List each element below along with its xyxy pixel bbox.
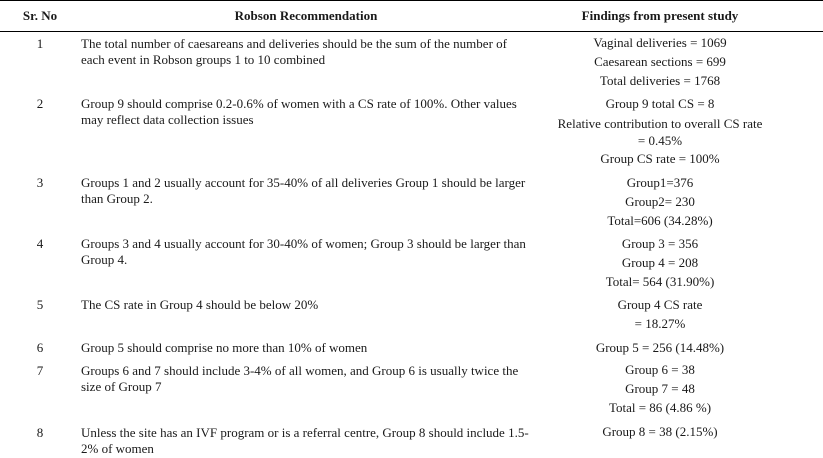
- row-4-recommendation: Groups 3 and 4 usually account for 30-40…: [81, 236, 526, 267]
- finding-line: Group 3 = 356: [621, 236, 699, 251]
- finding-line: Caesarean sections = 699: [594, 54, 726, 69]
- header-sr-no: Sr. No: [22, 8, 58, 23]
- row-5-recommendation: The CS rate in Group 4 should be below 2…: [81, 297, 319, 312]
- finding-line: Group CS rate = 100%: [600, 151, 720, 166]
- row-1-findings: Vaginal deliveries = 1069 Caesarean sect…: [540, 33, 780, 90]
- row-3-findings: Group1=376 Group2= 230 Total=606 (34.28%…: [540, 173, 780, 230]
- row-3-recommendation: Groups 1 and 2 usually account for 35-40…: [81, 175, 526, 206]
- row-8-sr: 8: [36, 425, 44, 440]
- row-1-recommendation: The total number of caesareans and deliv…: [81, 36, 507, 67]
- row-1-sr: 1: [36, 36, 44, 51]
- header-recommendation: Robson Recommendation: [234, 8, 378, 23]
- row-7-recommendation: Groups 6 and 7 should include 3-4% of al…: [81, 363, 519, 394]
- finding-line: Group 9 total CS = 8: [605, 96, 715, 111]
- row-5-sr: 5: [36, 297, 44, 312]
- finding-line: Total= 564 (31.90%): [605, 274, 715, 289]
- row-8-recommendation: Unless the site has an IVF program or is…: [81, 425, 529, 456]
- finding-line: Group 8 = 38 (2.15%): [602, 424, 718, 439]
- row-2-findings: Group 9 total CS = 8 Relative contributi…: [540, 94, 780, 168]
- row-7-sr: 7: [36, 363, 44, 378]
- header-findings: Findings from present study: [581, 8, 739, 23]
- row-2-sr: 2: [36, 96, 44, 111]
- row-6-recommendation: Group 5 should comprise no more than 10%…: [81, 340, 368, 355]
- finding-line: Group 6 = 38: [625, 362, 695, 377]
- row-5-findings: Group 4 CS rate = 18.27%: [540, 295, 780, 333]
- finding-line: Group 5 = 256 (14.48%): [595, 340, 725, 355]
- finding-line: Group 4 = 208: [621, 255, 699, 270]
- finding-line: Total=606 (34.28%): [607, 213, 713, 228]
- top-rule: [0, 0, 823, 1]
- finding-line: Total deliveries = 1768: [599, 73, 721, 88]
- finding-line: Group2= 230: [625, 194, 695, 209]
- row-6-sr: 6: [36, 340, 44, 355]
- row-7-findings: Group 6 = 38 Group 7 = 48 Total = 86 (4.…: [540, 360, 780, 417]
- finding-line: Group 7 = 48: [625, 381, 695, 396]
- row-4-sr: 4: [36, 236, 44, 251]
- row-2-recommendation: Group 9 should comprise 0.2-0.6% of wome…: [81, 96, 517, 127]
- finding-line: Group 4 CS rate: [617, 297, 703, 312]
- finding-line: Vaginal deliveries = 1069: [593, 35, 727, 50]
- finding-line: Total = 86 (4.86 %): [608, 400, 712, 415]
- finding-line: = 0.45%: [637, 133, 683, 148]
- row-3-sr: 3: [36, 175, 44, 190]
- row-8-findings: Group 8 = 38 (2.15%): [540, 422, 780, 441]
- header-rule: [0, 31, 823, 32]
- row-6-findings: Group 5 = 256 (14.48%): [540, 338, 780, 357]
- finding-line: Relative contribution to overall CS rate: [557, 116, 763, 131]
- row-4-findings: Group 3 = 356 Group 4 = 208 Total= 564 (…: [540, 234, 780, 291]
- finding-line: = 18.27%: [634, 316, 686, 331]
- finding-line: Group1=376: [626, 175, 694, 190]
